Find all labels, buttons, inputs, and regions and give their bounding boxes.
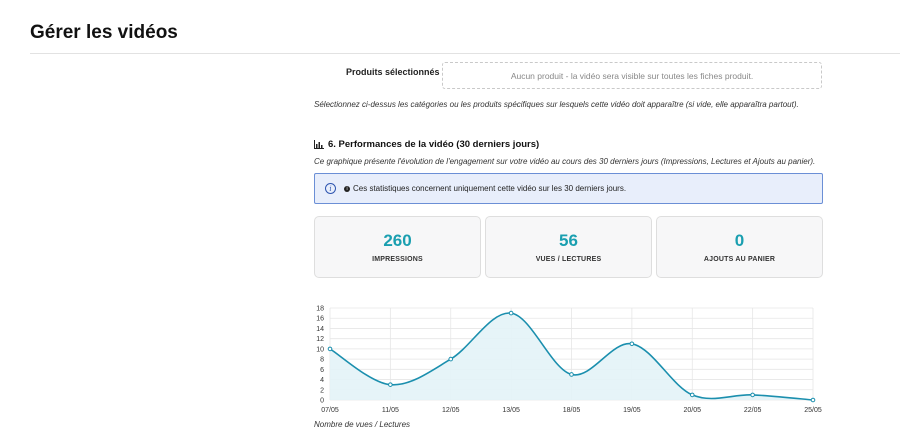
area-fill bbox=[330, 312, 813, 400]
stat-label: AJOUTS AU PANIER bbox=[703, 256, 776, 263]
y-tick-label: 8 bbox=[320, 357, 324, 364]
x-tick-label: 13/05 bbox=[502, 407, 520, 414]
info-alert: i i Ces statistiques concernent uniqueme… bbox=[314, 173, 823, 204]
y-tick-label: 4 bbox=[320, 377, 324, 384]
data-point bbox=[750, 392, 755, 398]
performance-title: 6. Performances de la vidéo (30 derniers… bbox=[328, 139, 540, 150]
data-point bbox=[810, 397, 816, 403]
title-divider bbox=[30, 53, 900, 54]
data-point bbox=[508, 310, 514, 316]
data-point bbox=[388, 382, 393, 387]
page-title: Gérer les vidéos bbox=[30, 22, 178, 43]
y-tick-label: 10 bbox=[316, 346, 324, 353]
products-select[interactable]: Aucun produit - la vidéo sera visible su… bbox=[442, 62, 822, 89]
data-point bbox=[327, 346, 333, 352]
info-circle-icon: i bbox=[325, 183, 336, 194]
info-alert-text: i Ces statistiques concernent uniquement… bbox=[344, 184, 626, 193]
data-point bbox=[629, 341, 635, 347]
data-point bbox=[689, 392, 695, 398]
y-tick-label: 12 bbox=[316, 336, 324, 343]
performance-section-title: 6. Performances de la vidéo (30 derniers… bbox=[314, 139, 539, 150]
products-empty-text: Aucun produit - la vidéo sera visible su… bbox=[510, 70, 754, 81]
x-tick-label: 11/05 bbox=[382, 407, 399, 414]
info-dot-icon: i bbox=[344, 185, 350, 192]
info-alert-message: Ces statistiques concernent uniquement c… bbox=[353, 184, 627, 193]
y-tick-label: 16 bbox=[316, 316, 324, 323]
stat-value: 260 bbox=[383, 231, 412, 250]
stat-card-impressions: 260 IMPRESSIONS bbox=[314, 216, 481, 278]
stat-value: 0 bbox=[734, 231, 745, 250]
data-point bbox=[569, 372, 574, 377]
x-tick-label: 07/05 bbox=[321, 407, 339, 414]
views-area-chart: 0 2 4 6 8 10 12 14 16 18 07/05 11/05 12/05 13/05 18/05… bbox=[316, 306, 822, 415]
stat-label: VUES / LECTURES bbox=[535, 256, 602, 263]
x-tick-label: 19/05 bbox=[623, 407, 641, 414]
stat-label: IMPRESSIONS bbox=[372, 256, 423, 263]
x-tick-label: 18/05 bbox=[563, 407, 581, 414]
y-tick-label: 2 bbox=[320, 387, 324, 394]
y-tick-label: 18 bbox=[316, 306, 324, 313]
data-point bbox=[448, 356, 454, 362]
y-tick-label: 0 bbox=[320, 398, 324, 405]
stat-card-cart-adds: 0 AJOUTS AU PANIER bbox=[656, 216, 823, 278]
bar-chart-icon bbox=[314, 140, 324, 149]
x-tick-label: 22/05 bbox=[744, 407, 762, 414]
products-help-text: Sélectionnez ci-dessus les catégories ou… bbox=[314, 100, 799, 109]
chart-caption: Nombre de vues / Lectures bbox=[314, 420, 411, 429]
y-tick-label: 14 bbox=[316, 326, 324, 333]
products-label: Produits sélectionnés bbox=[346, 67, 440, 77]
performance-description: Ce graphique présente l'évolution de l'e… bbox=[314, 157, 816, 166]
x-tick-label: 25/05 bbox=[804, 407, 822, 414]
x-tick-label: 20/05 bbox=[683, 407, 701, 414]
x-tick-label: 12/05 bbox=[442, 407, 460, 414]
y-tick-label: 6 bbox=[320, 367, 324, 374]
stat-card-views: 56 VUES / LECTURES bbox=[485, 216, 652, 278]
stat-value: 56 bbox=[559, 231, 578, 250]
